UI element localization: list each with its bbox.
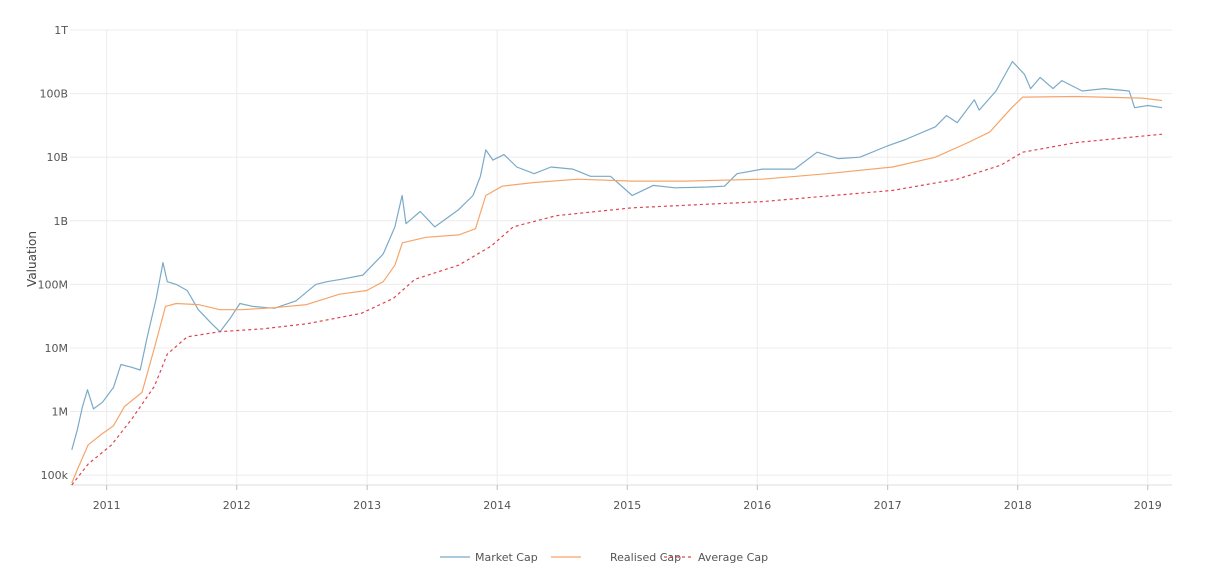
series-line-market-cap bbox=[71, 60, 1163, 450]
y-tick-label: 1B bbox=[53, 215, 68, 228]
x-tick-label: 2012 bbox=[223, 499, 251, 512]
x-tick-label: 2011 bbox=[93, 499, 121, 512]
y-axis-ticks: 100k 1M 10M 100M 1B 10B 100B 1T bbox=[38, 24, 69, 482]
legend-label[interactable]: Average Cap bbox=[698, 551, 768, 564]
y-tick-label: 10B bbox=[46, 151, 68, 164]
y-tick-label: 10M bbox=[45, 342, 69, 355]
y-tick-label: 100M bbox=[38, 278, 69, 291]
y-tick-label: 1T bbox=[54, 24, 68, 37]
legend-label[interactable]: Market Cap bbox=[475, 551, 538, 564]
x-tick-label: 2018 bbox=[1004, 499, 1032, 512]
y-tick-label: 100k bbox=[41, 469, 69, 482]
series-layer bbox=[71, 60, 1163, 486]
y-axis-title: Valuation bbox=[25, 231, 39, 287]
grid bbox=[70, 29, 1172, 490]
series-line-average-cap bbox=[71, 133, 1163, 486]
legend: Market Cap Realised Cap Average Cap bbox=[440, 551, 768, 564]
x-tick-label: 2017 bbox=[874, 499, 902, 512]
x-tick-label: 2016 bbox=[743, 499, 771, 512]
x-tick-label: 2019 bbox=[1134, 499, 1162, 512]
x-axis-ticks: 2011 2012 2013 2014 2015 2016 2017 2018 2019 bbox=[93, 499, 1162, 512]
x-tick-label: 2014 bbox=[483, 499, 511, 512]
legend-label[interactable]: Realised Cap bbox=[610, 551, 681, 564]
x-tick-label: 2013 bbox=[353, 499, 381, 512]
series-line-realised-cap bbox=[71, 95, 1163, 484]
y-tick-label: 100B bbox=[39, 88, 68, 101]
x-tick-label: 2015 bbox=[613, 499, 641, 512]
y-tick-label: 1M bbox=[52, 406, 69, 419]
